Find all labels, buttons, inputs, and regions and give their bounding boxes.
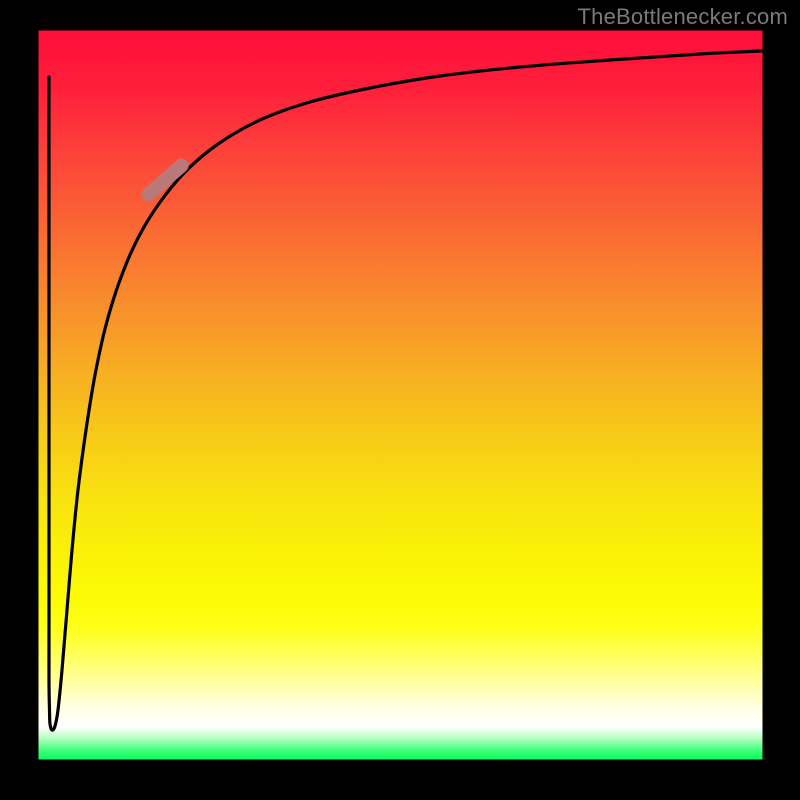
watermark-label: TheBottlenecker.com (578, 4, 788, 30)
plot-area (38, 30, 763, 760)
bottleneck-chart (0, 0, 800, 800)
